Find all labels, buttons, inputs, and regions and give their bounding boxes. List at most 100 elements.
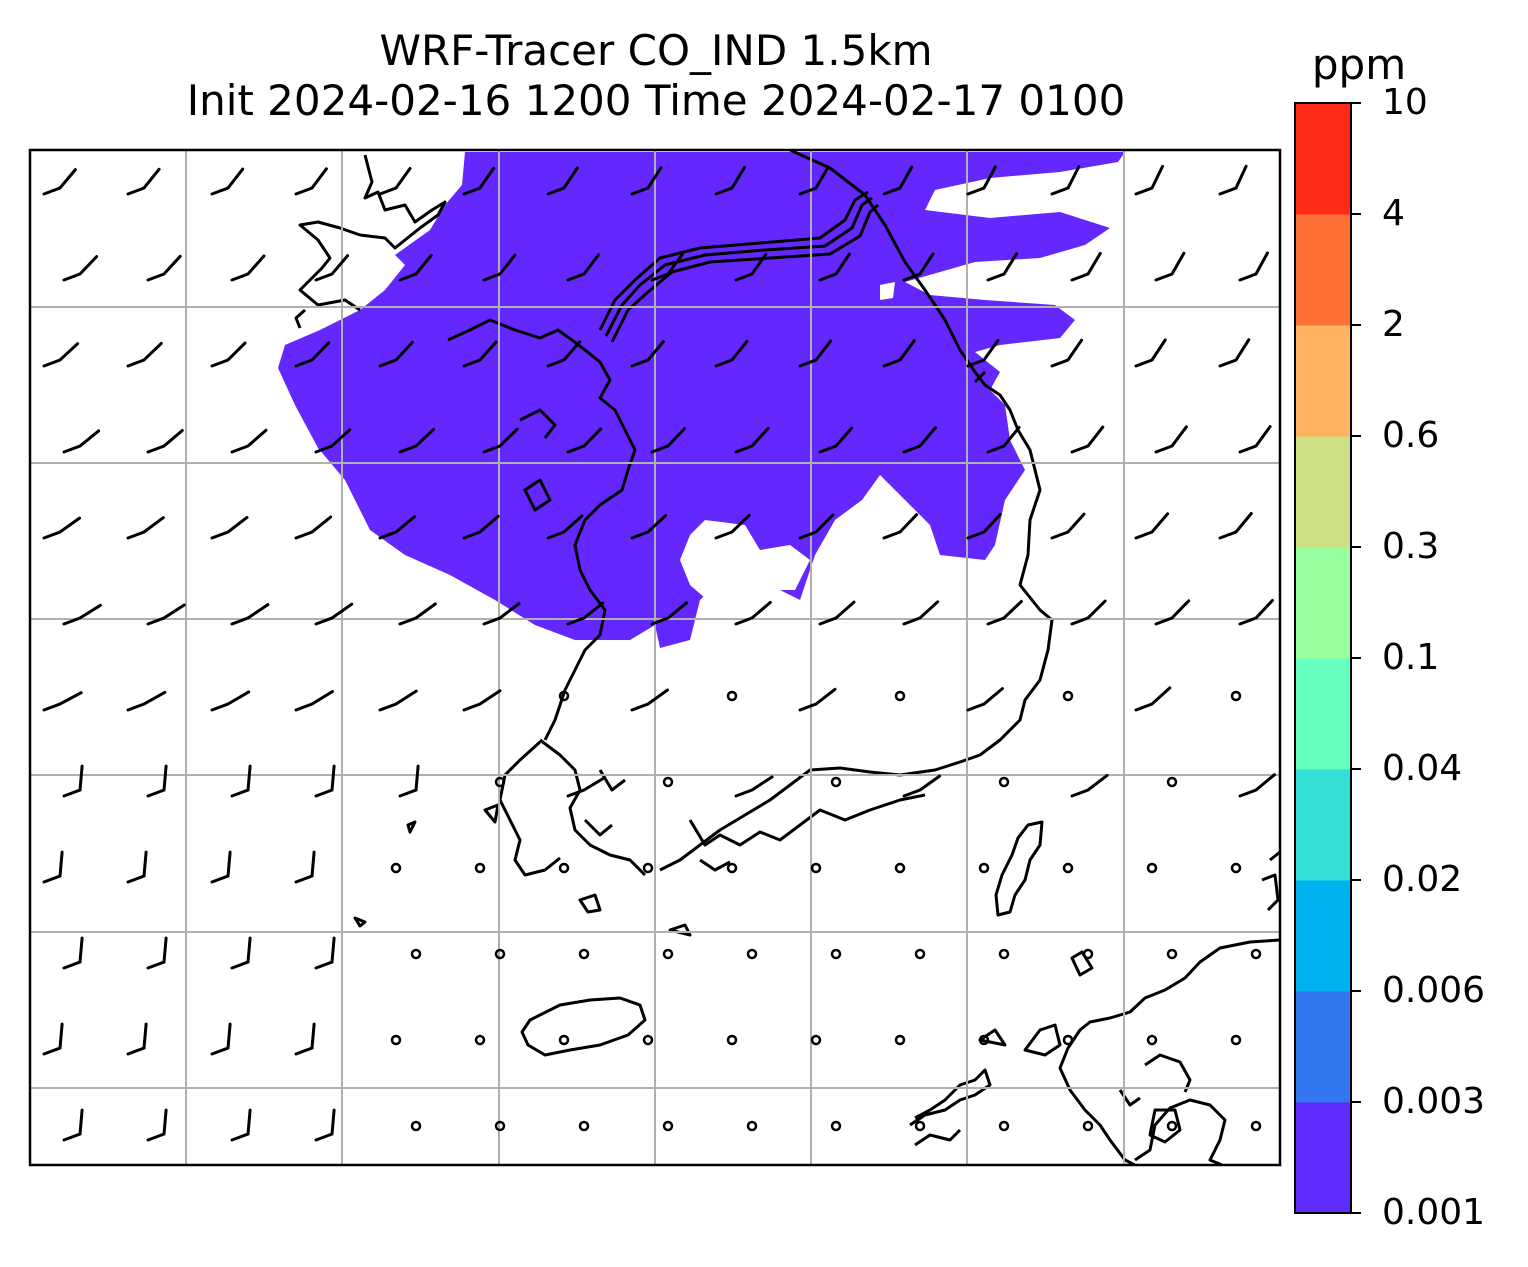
calm-marker — [998, 1120, 1010, 1132]
calm-marker — [726, 862, 738, 874]
colorbar-segment — [1295, 991, 1351, 1103]
colorbar-segment — [1295, 325, 1351, 437]
plume-gap — [680, 520, 810, 615]
calm-marker — [1062, 1034, 1074, 1046]
colorbar-segment — [1295, 436, 1351, 548]
wind-barb — [1134, 338, 1167, 368]
wind-barb — [62, 1108, 84, 1142]
wind-barb — [42, 691, 83, 712]
wind-barb — [1154, 425, 1188, 454]
wind-barb — [146, 254, 182, 282]
calm-marker — [810, 862, 822, 874]
wind-barb — [314, 254, 350, 282]
map-title-line2: Init 2024-02-16 1200 Time 2024-02-17 010… — [186, 76, 1126, 125]
coastline — [294, 150, 1280, 1165]
wind-barb — [398, 428, 435, 454]
wind-barb — [462, 689, 502, 712]
gridlines — [30, 150, 1280, 1165]
wind-barb — [230, 764, 252, 798]
wind-barb — [546, 166, 579, 196]
calm-marker — [894, 862, 906, 874]
calm-marker — [662, 1120, 674, 1132]
calm-marker — [726, 690, 738, 702]
calm-marker — [1082, 948, 1094, 960]
wind-barb — [798, 165, 830, 196]
wind-barb — [462, 166, 496, 196]
wind-barb — [146, 1108, 168, 1142]
wind-barb — [462, 340, 498, 368]
wind-barb — [966, 687, 1004, 712]
wind-barb — [230, 254, 266, 282]
wind-barb — [630, 688, 669, 712]
wind-barb — [566, 253, 600, 282]
wind-barbs — [42, 164, 1276, 1142]
calm-marker — [390, 862, 402, 874]
wind-barb — [314, 428, 352, 454]
colorbar-ticks — [1351, 102, 1361, 1214]
wind-barb — [294, 341, 331, 368]
wind-barb — [818, 426, 854, 454]
colorbar-segment — [1295, 103, 1351, 215]
calm-marker — [914, 948, 926, 960]
wind-barb — [146, 429, 184, 454]
calm-marker — [1082, 1120, 1094, 1132]
wind-barb — [210, 341, 247, 368]
wind-barb — [378, 689, 418, 712]
calm-marker — [726, 1034, 738, 1046]
wind-barb — [630, 340, 665, 368]
wind-barb — [294, 690, 334, 712]
calm-marker — [914, 1120, 926, 1132]
wind-barb — [714, 513, 751, 540]
wind-barb — [126, 167, 161, 196]
wind-barb — [882, 165, 914, 196]
colorbar-tick-label: 0.04 — [1382, 748, 1463, 789]
calm-marker — [1062, 690, 1074, 702]
colorbar-segment — [1295, 880, 1351, 992]
wind-barb — [734, 426, 770, 454]
wind-barb — [62, 429, 101, 454]
wind-barb — [1218, 338, 1251, 368]
wind-barb — [714, 166, 746, 196]
colorbar-tick-label: 0.003 — [1382, 1081, 1486, 1122]
map-frame — [28, 148, 1282, 1167]
wind-barb — [1218, 164, 1248, 196]
wind-barb — [566, 427, 603, 454]
wind-barb — [1070, 425, 1105, 454]
calm-marker — [642, 1034, 654, 1046]
map-title-line1: WRF-Tracer CO_IND 1.5km — [379, 26, 933, 75]
wind-barb — [398, 602, 437, 626]
wind-barb — [1070, 773, 1109, 798]
wind-barb — [566, 776, 607, 798]
calm-marker — [978, 862, 990, 874]
colorbar-segment — [1295, 214, 1351, 326]
wind-barb — [62, 255, 99, 282]
wind-barb — [1070, 599, 1107, 626]
wind-barb — [1154, 251, 1186, 282]
colorbar — [1295, 103, 1351, 1214]
calm-marker — [662, 776, 674, 788]
calm-marker — [1250, 948, 1262, 960]
wind-barb — [546, 514, 584, 540]
wind-barb — [42, 1022, 64, 1056]
wind-barb — [1070, 251, 1102, 282]
wind-barb — [378, 515, 416, 540]
wind-barb — [398, 764, 420, 798]
wind-barb — [1134, 686, 1172, 712]
wind-barb — [482, 427, 519, 454]
calm-marker — [1250, 1120, 1262, 1132]
wind-barb — [1050, 165, 1081, 196]
calm-marker — [558, 862, 570, 874]
wind-barb — [650, 427, 686, 454]
calm-marker — [998, 776, 1010, 788]
wind-barb — [398, 253, 433, 282]
wind-barb — [378, 340, 414, 368]
wind-barb — [1154, 599, 1191, 626]
wind-barb — [650, 601, 689, 626]
wind-barb — [314, 1108, 336, 1142]
wind-barb — [650, 253, 684, 282]
calm-marker — [1230, 690, 1242, 702]
wind-barb — [1238, 599, 1274, 626]
calm-marker — [558, 1034, 570, 1046]
colorbar-tick-label: 0.006 — [1382, 970, 1486, 1011]
